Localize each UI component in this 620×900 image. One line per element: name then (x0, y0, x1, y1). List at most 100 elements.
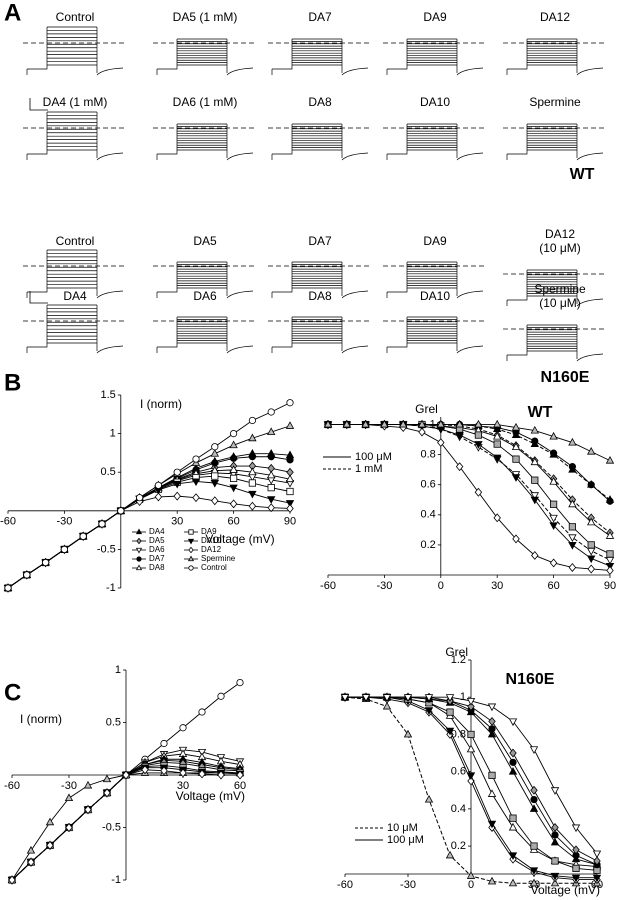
legend-label: DA4 (149, 527, 165, 536)
marker (467, 702, 475, 711)
series-line (328, 424, 611, 462)
marker (286, 456, 294, 464)
marker (248, 501, 257, 511)
marker (41, 558, 50, 567)
marker (487, 876, 497, 885)
x-tick-label: -30 (61, 780, 77, 792)
y-axis-label: Grel (445, 645, 468, 659)
y-tick-label: -1 (111, 874, 121, 886)
marker (210, 449, 219, 457)
current-trace (271, 123, 369, 161)
marker (445, 727, 455, 736)
marker (8, 875, 16, 885)
marker (549, 449, 558, 457)
marker (511, 422, 521, 431)
marker (135, 564, 143, 571)
current-trace (156, 316, 254, 354)
current-trace (26, 249, 124, 299)
marker (493, 513, 501, 523)
y-tick-label: 1.5 (101, 389, 116, 401)
marker (211, 443, 219, 451)
series-line (328, 424, 611, 534)
marker (550, 787, 560, 795)
trace-label: DA5 (193, 234, 217, 248)
x-tick-label: 0 (468, 879, 474, 891)
marker (136, 494, 144, 502)
marker (512, 455, 520, 463)
marker (587, 446, 596, 455)
x-tick-label: -60 (0, 516, 16, 528)
marker (286, 399, 294, 407)
marker (550, 878, 560, 887)
x-tick-label: 60 (234, 780, 246, 792)
marker (65, 823, 73, 832)
marker (217, 692, 225, 700)
trace-label: DA6 (1 mM) (173, 95, 238, 109)
marker (509, 758, 517, 766)
series-line (328, 424, 611, 561)
marker (399, 419, 408, 428)
y-axis-label: I (norm) (20, 712, 62, 726)
trace-label: DA12 (545, 227, 575, 241)
marker (508, 852, 518, 861)
marker (587, 564, 595, 574)
marker (466, 871, 476, 879)
legend-label: 1 mM (355, 463, 383, 475)
marker (342, 419, 351, 428)
marker (587, 541, 595, 549)
y-tick-label: 0.2 (421, 539, 436, 551)
trace-label: DA6 (193, 289, 217, 303)
trace-label: DA4 (1 mM) (43, 95, 108, 109)
marker (530, 492, 539, 500)
marker (98, 520, 106, 528)
marker (529, 804, 539, 812)
genotype-tag: WT (528, 404, 553, 421)
marker (550, 872, 560, 881)
marker (474, 441, 483, 449)
marker (179, 768, 187, 778)
marker (103, 788, 111, 798)
marker (549, 431, 558, 440)
marker (417, 419, 427, 428)
marker (380, 419, 389, 428)
marker (136, 556, 142, 562)
marker (160, 739, 168, 748)
marker (135, 547, 143, 554)
marker (154, 492, 163, 502)
trace-label: Control (56, 234, 95, 248)
marker (488, 716, 496, 726)
marker (512, 534, 520, 544)
marker (508, 822, 518, 831)
x-tick-label: 30 (171, 516, 183, 528)
trace-label: (10 μM) (539, 296, 581, 310)
marker (530, 496, 539, 505)
marker (84, 805, 92, 815)
marker (248, 479, 256, 487)
trace-label: (10 μM) (539, 241, 581, 255)
trace-label: Control (56, 10, 95, 24)
marker (571, 824, 581, 833)
series-line (328, 424, 611, 555)
x-tick-label: -60 (320, 580, 336, 592)
panel-letter: C (4, 679, 21, 706)
x-axis-label: Voltage (mV) (205, 532, 274, 546)
marker (550, 837, 560, 846)
marker (592, 874, 602, 883)
marker (236, 770, 244, 780)
marker (487, 789, 497, 797)
legend-label: 100 μM (387, 834, 424, 846)
marker (83, 780, 93, 789)
marker (160, 766, 168, 776)
marker (587, 555, 596, 564)
marker (445, 694, 455, 702)
current-trace (156, 123, 254, 161)
legend-label: Control (201, 563, 227, 572)
marker (493, 419, 502, 428)
current-trace (156, 261, 254, 299)
genotype-tag: N160E (506, 671, 555, 688)
marker (192, 455, 200, 463)
marker (530, 425, 539, 434)
trace-label: Spermine (534, 282, 586, 296)
marker (229, 484, 238, 493)
marker (173, 480, 182, 489)
